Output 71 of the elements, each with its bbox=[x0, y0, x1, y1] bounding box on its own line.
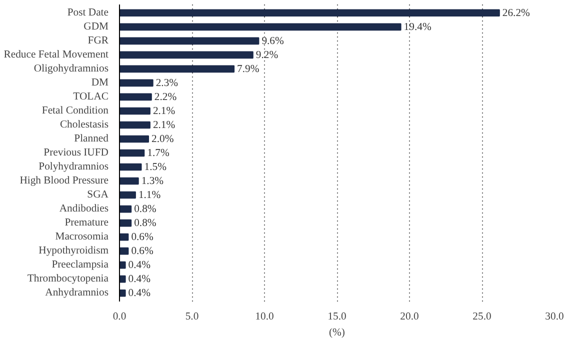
y-tick-label: High Blood Pressure bbox=[20, 176, 109, 187]
bar bbox=[120, 205, 132, 213]
data-label: 9.2% bbox=[256, 50, 278, 61]
bar bbox=[120, 289, 126, 297]
y-tick-label: Cholestasis bbox=[60, 119, 108, 130]
y-tick-label: Previous IUFD bbox=[44, 148, 109, 158]
bar bbox=[120, 149, 145, 157]
y-tick-label: Thrombocytopenia bbox=[27, 274, 109, 285]
bar bbox=[120, 23, 402, 31]
y-tick-label: SGA bbox=[87, 190, 109, 201]
y-tick-label: Polyhydramnios bbox=[38, 162, 108, 173]
bar bbox=[120, 135, 149, 143]
data-label: 0.6% bbox=[131, 232, 154, 244]
data-label: 19.4% bbox=[404, 22, 432, 33]
y-tick-label: Planned bbox=[74, 133, 110, 144]
bar bbox=[120, 107, 150, 115]
bar bbox=[120, 275, 126, 283]
data-label: 1.7% bbox=[147, 148, 170, 159]
data-label: 2.3% bbox=[156, 78, 178, 89]
y-tick-label: Anhydramnios bbox=[45, 288, 109, 299]
bar bbox=[120, 191, 136, 199]
bar bbox=[120, 163, 142, 171]
bar bbox=[120, 261, 126, 269]
data-label: 0.4% bbox=[128, 260, 151, 272]
data-label: 9.6% bbox=[262, 36, 284, 47]
x-tick-label: 5.0 bbox=[185, 312, 199, 322]
data-label: 2.1% bbox=[152, 106, 176, 117]
bar bbox=[120, 219, 132, 227]
data-label: 0.6% bbox=[131, 246, 154, 258]
bar bbox=[120, 79, 154, 87]
x-tick-label: 10.0 bbox=[255, 312, 274, 322]
y-tick-label: Reduce Fetal Movement bbox=[4, 49, 109, 60]
y-tick-label: GDM bbox=[84, 21, 110, 32]
data-label: 0.4% bbox=[128, 288, 151, 300]
bar bbox=[120, 247, 129, 255]
data-label: 1.3% bbox=[141, 176, 164, 188]
x-tick-label: 0.0 bbox=[112, 312, 126, 322]
y-tick-label: TOLAC bbox=[73, 91, 109, 102]
data-label: 2.0% bbox=[152, 134, 174, 145]
data-label: 2.1% bbox=[152, 120, 176, 131]
y-tick-label: Hypothyroidism bbox=[38, 246, 110, 257]
bar bbox=[120, 37, 260, 45]
y-tick-label: Fetal Condition bbox=[42, 105, 110, 116]
data-label: 2.2% bbox=[154, 92, 177, 103]
x-tick-label: 20.0 bbox=[400, 312, 419, 322]
y-tick-label: Oligohydramnios bbox=[34, 63, 109, 74]
bar bbox=[120, 233, 129, 241]
data-label: 1.5% bbox=[144, 162, 167, 174]
y-tick-label: DM bbox=[91, 77, 110, 88]
x-axis-title: (%) bbox=[329, 328, 346, 338]
data-label: 0.8% bbox=[134, 204, 156, 216]
y-tick-label: Andibodies bbox=[59, 204, 109, 215]
y-tick-label: Post Date bbox=[67, 7, 109, 18]
x-tick-label: 25.0 bbox=[472, 312, 492, 322]
y-tick-label: FGR bbox=[88, 35, 110, 46]
y-tick-label: Preeclampsia bbox=[52, 260, 109, 271]
bar bbox=[120, 51, 254, 59]
data-label: 7.9% bbox=[237, 64, 260, 75]
data-label: 26.2% bbox=[502, 8, 530, 19]
x-tick-label: 30.0 bbox=[545, 312, 564, 322]
bar bbox=[120, 177, 139, 185]
bar bbox=[120, 121, 150, 129]
bar bbox=[120, 93, 152, 101]
data-label: 0.8% bbox=[134, 218, 156, 230]
data-label: 1.1% bbox=[138, 190, 161, 202]
bar bbox=[120, 65, 235, 73]
y-tick-label: Premature bbox=[64, 218, 109, 229]
data-label: 0.4% bbox=[128, 274, 151, 286]
bar bbox=[120, 9, 500, 17]
x-tick-label: 15.0 bbox=[328, 312, 346, 322]
y-tick-label: Macrosomia bbox=[55, 232, 109, 243]
